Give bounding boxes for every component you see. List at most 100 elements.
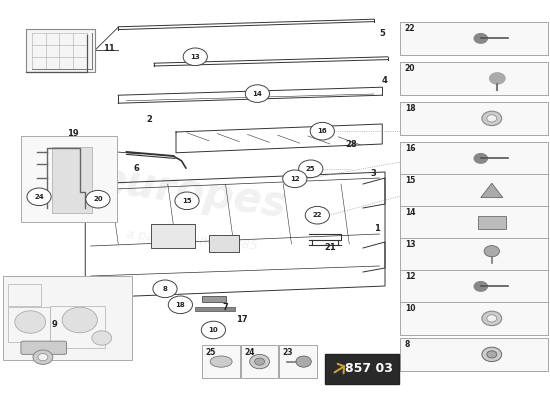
- Circle shape: [15, 311, 46, 333]
- Text: 14: 14: [405, 208, 415, 218]
- Circle shape: [27, 188, 51, 206]
- Text: 7: 7: [223, 304, 228, 312]
- Circle shape: [474, 34, 487, 43]
- Circle shape: [245, 85, 270, 102]
- FancyBboxPatch shape: [21, 341, 67, 354]
- Circle shape: [474, 282, 487, 291]
- Text: a passion since 1985: a passion since 1985: [126, 228, 258, 252]
- Text: 2: 2: [147, 116, 152, 124]
- Circle shape: [175, 192, 199, 210]
- Text: 23: 23: [283, 348, 293, 357]
- Text: 28: 28: [345, 140, 357, 149]
- Circle shape: [305, 206, 329, 224]
- Text: europes: europes: [96, 158, 289, 226]
- FancyBboxPatch shape: [400, 238, 548, 271]
- FancyBboxPatch shape: [400, 302, 548, 335]
- Text: 10: 10: [208, 327, 218, 333]
- Text: 11: 11: [103, 44, 115, 53]
- Text: 18: 18: [405, 104, 415, 114]
- Text: 22: 22: [405, 24, 415, 34]
- Text: 3: 3: [371, 169, 376, 178]
- Circle shape: [283, 170, 307, 188]
- Text: 12: 12: [290, 176, 300, 182]
- FancyBboxPatch shape: [324, 354, 399, 384]
- Bar: [52, 147, 92, 213]
- Text: 14: 14: [252, 91, 262, 97]
- Text: 15: 15: [405, 176, 415, 186]
- Circle shape: [482, 311, 502, 326]
- Circle shape: [255, 358, 265, 365]
- Bar: [8, 284, 41, 306]
- Bar: [202, 296, 226, 302]
- Polygon shape: [481, 183, 503, 198]
- Circle shape: [490, 73, 505, 84]
- Bar: [209, 235, 239, 252]
- Text: 9: 9: [52, 320, 58, 329]
- Text: 1: 1: [374, 224, 379, 233]
- Text: 15: 15: [182, 198, 192, 204]
- Circle shape: [484, 246, 499, 257]
- FancyBboxPatch shape: [3, 276, 132, 360]
- Text: 21: 21: [324, 244, 336, 252]
- Circle shape: [299, 160, 323, 178]
- Text: 8: 8: [163, 286, 167, 292]
- Ellipse shape: [210, 356, 232, 367]
- Text: 22: 22: [312, 212, 322, 218]
- Text: 16: 16: [405, 144, 415, 153]
- Bar: [8, 307, 50, 342]
- Circle shape: [62, 307, 97, 333]
- Text: 857 03: 857 03: [345, 362, 393, 376]
- Circle shape: [487, 315, 497, 322]
- Circle shape: [86, 190, 110, 208]
- FancyBboxPatch shape: [202, 345, 240, 378]
- FancyBboxPatch shape: [279, 345, 317, 378]
- Text: 16: 16: [317, 128, 327, 134]
- Circle shape: [250, 354, 270, 369]
- Text: 25: 25: [206, 348, 216, 357]
- FancyBboxPatch shape: [400, 142, 548, 175]
- Bar: [478, 216, 505, 229]
- Text: 6: 6: [134, 164, 139, 173]
- FancyBboxPatch shape: [400, 206, 548, 239]
- Text: 13: 13: [190, 54, 200, 60]
- Text: 19: 19: [67, 130, 79, 138]
- Text: 20: 20: [93, 196, 103, 202]
- Circle shape: [296, 356, 311, 367]
- Circle shape: [168, 296, 192, 314]
- Circle shape: [487, 351, 497, 358]
- Bar: [157, 288, 169, 294]
- Circle shape: [482, 347, 502, 362]
- FancyBboxPatch shape: [400, 22, 548, 55]
- FancyBboxPatch shape: [21, 136, 117, 222]
- Circle shape: [153, 280, 177, 298]
- Bar: [151, 224, 195, 248]
- Bar: [50, 306, 104, 348]
- FancyBboxPatch shape: [400, 62, 548, 95]
- Circle shape: [487, 115, 497, 122]
- Text: 4: 4: [382, 76, 388, 85]
- FancyBboxPatch shape: [400, 174, 548, 207]
- Text: 10: 10: [405, 304, 415, 314]
- Text: 17: 17: [236, 316, 248, 324]
- Text: 18: 18: [175, 302, 185, 308]
- FancyBboxPatch shape: [400, 102, 548, 135]
- Text: 13: 13: [405, 240, 415, 250]
- Circle shape: [33, 350, 53, 364]
- Circle shape: [38, 354, 48, 361]
- FancyBboxPatch shape: [400, 338, 548, 371]
- Circle shape: [474, 154, 487, 163]
- Text: 25: 25: [306, 166, 316, 172]
- Text: 20: 20: [405, 64, 415, 74]
- Circle shape: [310, 122, 334, 140]
- Text: 8: 8: [405, 340, 410, 350]
- FancyBboxPatch shape: [400, 270, 548, 303]
- Text: 5: 5: [379, 30, 385, 38]
- Circle shape: [482, 111, 502, 126]
- Text: 12: 12: [405, 272, 415, 282]
- Circle shape: [201, 321, 225, 339]
- Text: 24: 24: [244, 348, 255, 357]
- FancyBboxPatch shape: [241, 345, 278, 378]
- Circle shape: [183, 48, 207, 66]
- Text: 24: 24: [34, 194, 44, 200]
- Bar: [195, 307, 235, 311]
